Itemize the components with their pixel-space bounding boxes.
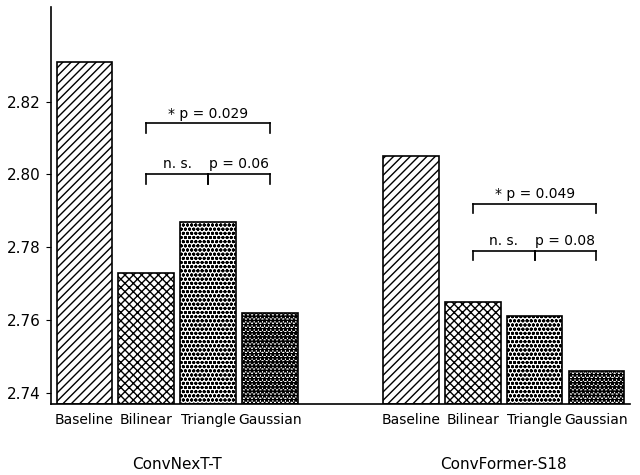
Text: ConvNexT-T: ConvNexT-T [132,456,222,472]
Text: p = 0.06: p = 0.06 [209,158,269,171]
Bar [507,316,563,404]
Bar [568,371,624,404]
Text: * p = 0.029: * p = 0.029 [168,106,248,121]
Bar [242,313,298,404]
Bar [57,62,112,404]
Text: n. s.: n. s. [163,158,191,171]
Text: ConvFormer-S18: ConvFormer-S18 [440,456,567,472]
Bar [180,222,236,404]
Bar [118,273,174,404]
Text: * p = 0.049: * p = 0.049 [495,187,575,200]
Text: n. s.: n. s. [489,234,518,248]
Bar [383,156,439,404]
Text: p = 0.08: p = 0.08 [536,234,595,248]
Bar [445,302,500,404]
